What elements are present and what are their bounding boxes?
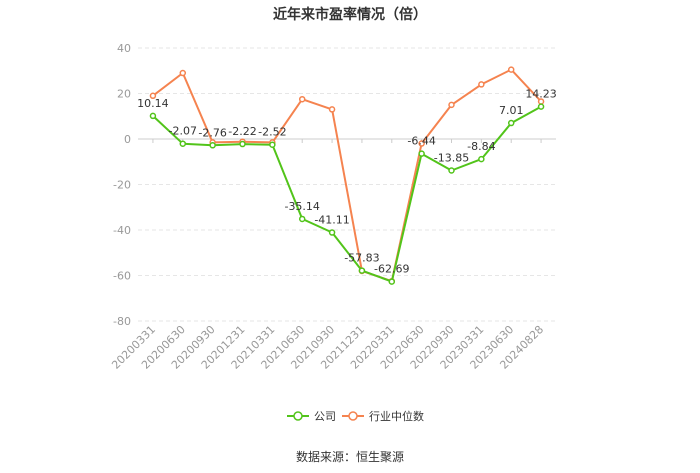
industry-point bbox=[507, 66, 515, 73]
y-tick-label: -20 bbox=[113, 179, 131, 192]
company-point bbox=[328, 229, 336, 236]
data-label: -41.11 bbox=[314, 214, 349, 227]
company-point bbox=[298, 215, 306, 223]
company-point bbox=[507, 119, 515, 127]
industry-point bbox=[179, 69, 187, 77]
data-label: -2.22 bbox=[228, 125, 256, 138]
data-label: -2.76 bbox=[198, 126, 226, 139]
data-labels: 10.14 -2.07 -2.76 -2.22 -2.52 -35.14-41.11 -57… bbox=[137, 88, 557, 276]
data-label: -13.85 bbox=[434, 152, 469, 165]
data-label: -62.69 bbox=[374, 263, 409, 276]
y-tick-label: -60 bbox=[113, 270, 131, 283]
company-point bbox=[358, 267, 366, 274]
data-label: 14.23 bbox=[525, 88, 557, 101]
industry-point bbox=[328, 106, 336, 113]
industry-series-line bbox=[152, 68, 542, 283]
grid-lines bbox=[138, 47, 556, 322]
source-note: 数据来源：恒生聚源 bbox=[296, 449, 404, 464]
data-label: -2.52 bbox=[258, 126, 286, 139]
y-tick-label: 0 bbox=[124, 133, 131, 146]
chart-title: 近年来市盈率情况（倍） bbox=[273, 6, 427, 23]
industry-point bbox=[478, 81, 485, 88]
company-point bbox=[239, 140, 246, 148]
data-label: -57.83 bbox=[344, 252, 379, 265]
company-point bbox=[179, 140, 187, 147]
y-tick-label: -80 bbox=[113, 315, 131, 328]
company-point bbox=[537, 103, 545, 110]
company-point bbox=[209, 142, 216, 149]
company-point bbox=[448, 167, 455, 174]
legend-industry-marker bbox=[348, 411, 358, 421]
company-point bbox=[388, 278, 396, 285]
legend-company-label: 公司 bbox=[314, 410, 336, 423]
industry-point bbox=[149, 92, 157, 100]
data-label: 7.01 bbox=[499, 104, 524, 117]
legend-company-marker bbox=[293, 411, 303, 421]
data-label: 10.14 bbox=[137, 97, 169, 110]
data-label: -2.07 bbox=[169, 125, 197, 138]
industry-point bbox=[418, 140, 425, 147]
company-point bbox=[418, 150, 425, 157]
y-tick-label: 40 bbox=[117, 42, 131, 55]
data-label: -35.14 bbox=[284, 200, 319, 213]
company-series-line bbox=[152, 105, 542, 283]
y-tick-label: 20 bbox=[117, 88, 131, 101]
company-point bbox=[269, 141, 276, 148]
y-tick-label: -40 bbox=[113, 224, 131, 237]
industry-point bbox=[298, 95, 306, 103]
industry-point bbox=[448, 101, 455, 109]
legend: 公司 行业中位数 bbox=[287, 409, 424, 423]
data-label: -8.84 bbox=[467, 140, 495, 153]
data-label: -6.44 bbox=[407, 135, 435, 148]
axes: 40200-20-40-60-8020200331202006302020093… bbox=[109, 42, 556, 372]
company-point bbox=[149, 112, 157, 120]
legend-industry-label: 行业中位数 bbox=[369, 409, 424, 423]
company-point bbox=[478, 155, 485, 163]
series-lines bbox=[149, 66, 545, 285]
